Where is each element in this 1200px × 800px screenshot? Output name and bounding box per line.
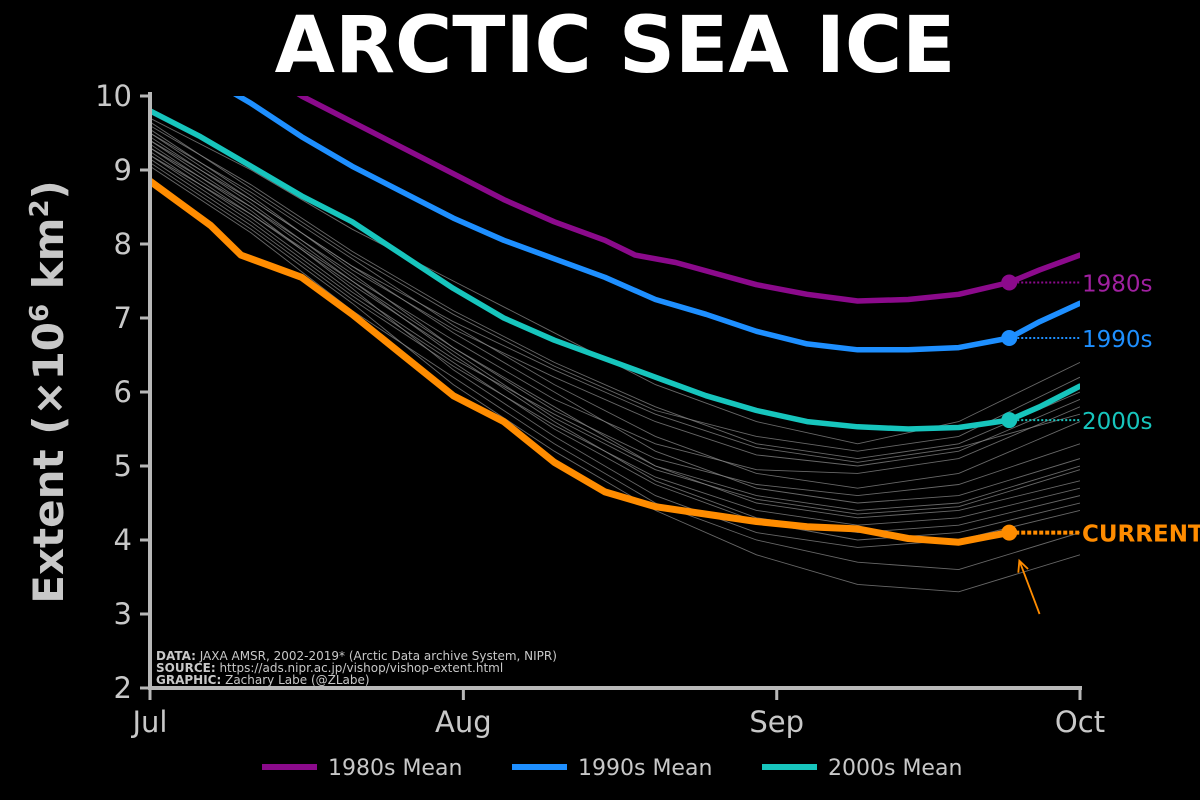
- y-tick-label-7: 7: [114, 301, 132, 335]
- other-year-line-1: [150, 125, 1080, 460]
- other-year-line-13: [150, 165, 1080, 571]
- credit-line-0: DATA: JAXA AMSR, 2002-2019* (Arctic Data…: [156, 649, 557, 663]
- current-arrow: [1017, 558, 1041, 615]
- series-marker-2000s: [1001, 412, 1018, 429]
- other-year-line-16: [150, 132, 1080, 463]
- x-tick-label-aug: Aug: [435, 705, 492, 739]
- other-year-line-14: [150, 140, 1080, 497]
- series-line-2000s: [150, 108, 1080, 432]
- credit-line-1: SOURCE: https://ads.nipr.ac.jp/vishop/vi…: [156, 661, 503, 675]
- arrow-shaft: [1018, 560, 1041, 615]
- credit-text-1: https://ads.nipr.ac.jp/vishop/vishop-ext…: [216, 661, 504, 675]
- credit-text-2: Zachary Labe (@ZLabe): [221, 673, 369, 687]
- legend-label-2000s: 2000s Mean: [828, 756, 962, 781]
- y-tick-label-5: 5: [114, 449, 132, 483]
- other-year-line-7: [150, 162, 1080, 593]
- x-axis-ticks: Jul Aug Sep Oct: [131, 688, 1105, 739]
- x-tick-label-sep: Sep: [749, 705, 804, 739]
- credit-key-0: DATA:: [156, 649, 196, 663]
- series-end-label-1980s: 1980s: [1082, 271, 1153, 297]
- y-axis-label-exponent: 6: [25, 304, 55, 322]
- series-end-label-2000s: 2000s: [1082, 409, 1153, 435]
- credits: DATA: JAXA AMSR, 2002-2019* (Arctic Data…: [156, 649, 557, 687]
- series-markers: [1001, 274, 1080, 541]
- y-tick-label-4: 4: [114, 523, 132, 557]
- series-marker-1990s: [1001, 329, 1018, 346]
- y-tick-label-8: 8: [114, 227, 132, 261]
- y-axis-label: Extent (×106 km2): [24, 180, 73, 604]
- credit-line-2: GRAPHIC: Zachary Labe (@ZLabe): [156, 673, 370, 687]
- other-year-line-11: [150, 158, 1080, 526]
- credit-key-1: SOURCE:: [156, 661, 216, 675]
- other-years-lines: [150, 117, 1080, 593]
- y-axis-ticks: 2 3 4 5 6 7 8 9 10: [95, 79, 150, 705]
- other-year-line-2: [150, 132, 1080, 489]
- y-axis-label-main: Extent (×10: [24, 322, 73, 604]
- series-line-current: [150, 177, 1013, 546]
- series-marker-current: [1001, 524, 1018, 541]
- y-tick-label-9: 9: [114, 153, 132, 187]
- x-tick-label-oct: Oct: [1055, 705, 1105, 739]
- chart-title: ARCTIC SEA ICE: [275, 1, 956, 91]
- y-tick-label-2: 2: [114, 671, 132, 705]
- legend-label-1990s: 1990s Mean: [578, 756, 712, 781]
- y-axis-label-close: ): [24, 180, 73, 199]
- series-marker-1980s: [1001, 274, 1018, 291]
- legend-label-1980s: 1980s Mean: [328, 756, 462, 781]
- y-tick-label-3: 3: [114, 597, 132, 631]
- legend: 1980s Mean 1990s Mean 2000s Mean: [262, 756, 962, 781]
- y-axis-label-unit: km: [24, 218, 73, 304]
- arrow-head: [1017, 558, 1029, 573]
- series-end-labels: 1980s 1990s 2000s CURRENT: [1082, 271, 1200, 547]
- other-year-line-12: [150, 121, 1080, 452]
- credit-text-0: JAXA AMSR, 2002-2019* (Arctic Data archi…: [196, 649, 557, 663]
- series-end-label-1990s: 1990s: [1082, 327, 1153, 353]
- series-lines: [150, 96, 1080, 546]
- series-line-1990s: [233, 96, 1080, 353]
- y-axis-label-unit-exponent: 2: [25, 199, 55, 217]
- credit-key-2: GRAPHIC:: [156, 673, 221, 687]
- series-end-label-current: CURRENT: [1082, 522, 1200, 548]
- series-line-1980s: [296, 96, 1080, 304]
- axes: [148, 92, 1082, 690]
- y-tick-label-10: 10: [95, 79, 132, 113]
- y-tick-label-6: 6: [114, 375, 132, 409]
- other-year-line-8: [150, 136, 1080, 474]
- other-year-line-10: [150, 151, 1080, 511]
- other-year-line-15: [150, 147, 1080, 515]
- x-tick-label-jul: Jul: [131, 705, 168, 739]
